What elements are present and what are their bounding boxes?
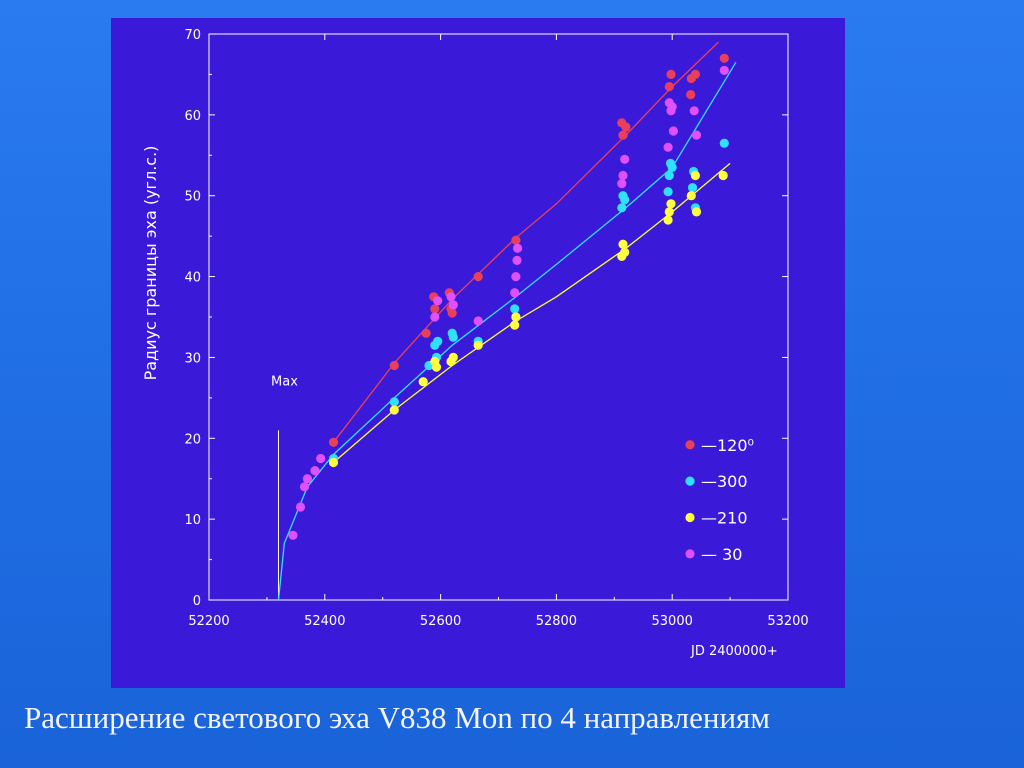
data-point — [473, 340, 483, 350]
data-point — [511, 272, 521, 282]
data-point — [620, 154, 630, 164]
data-point — [448, 300, 458, 310]
data-point — [663, 142, 673, 152]
data-point — [664, 82, 674, 92]
data-point — [447, 308, 457, 318]
data-point — [686, 191, 696, 201]
data-point — [621, 122, 631, 132]
data-point — [668, 126, 679, 136]
data-point — [719, 65, 729, 75]
echo-radius-chart: 52200 52400 52600 52800 53000 53200 0 10 20 30 40 5… — [141, 28, 809, 659]
data-point — [302, 474, 312, 484]
legend-label: —300 — [701, 472, 748, 491]
data-point — [510, 288, 520, 298]
y-tick-label: 10 — [184, 513, 201, 528]
data-point — [433, 296, 443, 306]
data-point — [430, 312, 440, 322]
legend-label: —210 — [701, 509, 748, 528]
data-point — [666, 69, 676, 79]
data-point — [328, 457, 339, 468]
data-point — [663, 187, 673, 197]
data-point — [663, 215, 673, 225]
x-tick-label: 52200 — [188, 614, 229, 629]
data-point — [328, 437, 339, 447]
data-point — [473, 316, 483, 326]
data-point — [510, 304, 520, 314]
data-point — [718, 170, 728, 181]
slide-caption: Расширение светового эха V838 Mon по 4 н… — [24, 700, 770, 735]
data-point — [418, 377, 428, 387]
data-point — [310, 466, 320, 476]
data-point — [288, 530, 298, 540]
data-point — [389, 405, 399, 415]
data-point — [430, 304, 440, 314]
data-point — [690, 69, 701, 79]
data-point — [299, 482, 310, 492]
data-point — [433, 336, 443, 346]
data-point — [666, 199, 676, 209]
x-tick-label: 52400 — [304, 614, 345, 629]
data-point — [511, 235, 521, 245]
data-point — [511, 312, 521, 322]
data-point — [446, 292, 456, 302]
data-point — [513, 243, 523, 253]
x-tick-label: 53200 — [767, 614, 808, 629]
max-annotation-label: Max — [271, 375, 298, 390]
legend-label: —120⁰ — [701, 436, 754, 455]
data-point — [512, 255, 522, 265]
data-point — [618, 239, 628, 249]
fit-line — [332, 41, 719, 443]
data-point — [689, 106, 699, 116]
legend-marker — [685, 512, 695, 523]
y-tick-label: 0 — [193, 594, 201, 609]
legend-label: — 30 — [701, 545, 742, 564]
data-point — [618, 170, 628, 181]
y-tick-label: 20 — [184, 432, 201, 447]
data-point — [664, 170, 674, 181]
data-point — [510, 320, 520, 330]
data-point — [620, 247, 630, 257]
data-point — [421, 328, 431, 338]
data-point — [448, 332, 458, 342]
y-axis-title: Радиус границы эха (угл.с.) — [141, 146, 160, 381]
x-tick-label: 53000 — [652, 614, 693, 629]
data-point — [617, 179, 627, 189]
data-point — [664, 207, 674, 217]
data-point — [316, 453, 326, 464]
axes-group: 52200 52400 52600 52800 53000 53200 0 10 20 30 40 5… — [184, 28, 808, 629]
data-point — [667, 162, 677, 172]
data-point — [618, 130, 628, 140]
data-point — [295, 502, 306, 512]
y-tick-label: 40 — [184, 271, 201, 286]
y-tick-label: 50 — [184, 190, 201, 205]
data-point — [690, 170, 701, 181]
data-point — [719, 53, 729, 63]
data-point — [691, 207, 702, 217]
legend-marker — [685, 549, 695, 559]
legend-marker — [685, 440, 695, 450]
data-point — [473, 272, 483, 282]
y-tick-label: 70 — [184, 28, 201, 43]
data-points-group — [288, 53, 729, 540]
data-point — [617, 203, 627, 213]
legend: —120⁰ —300 —210 — 30 — [685, 436, 754, 564]
y-tick-label: 30 — [184, 351, 201, 366]
data-point — [719, 138, 729, 148]
data-point — [667, 102, 677, 112]
fit-lines-group — [277, 41, 737, 601]
chart-panel: 52200 52400 52600 52800 53000 53200 0 10 20 30 40 5… — [111, 18, 845, 688]
data-point — [687, 183, 698, 193]
data-point — [686, 90, 696, 100]
data-point — [620, 195, 630, 205]
y-tick-label: 60 — [184, 109, 201, 124]
data-point — [691, 130, 702, 140]
x-tick-label: 52800 — [536, 614, 577, 629]
data-point — [389, 397, 399, 407]
data-point — [389, 360, 399, 371]
data-point — [431, 362, 442, 372]
x-axis-title: JD 2400000+ — [690, 644, 778, 659]
legend-marker — [685, 476, 695, 486]
x-tick-label: 52600 — [420, 614, 461, 629]
data-point — [448, 352, 458, 362]
